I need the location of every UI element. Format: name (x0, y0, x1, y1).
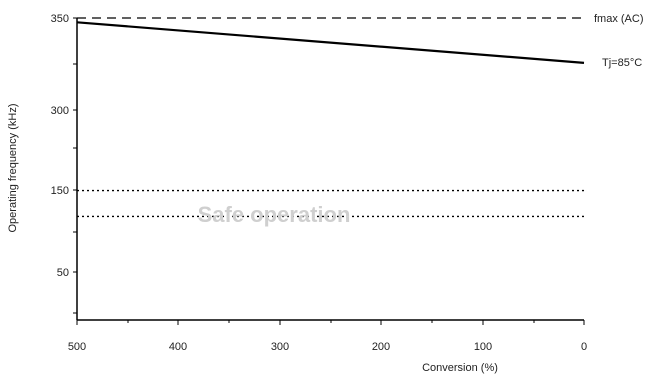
safe-operation-label: Safe operation (198, 202, 351, 227)
x-tick-label: 200 (372, 341, 390, 353)
series-line (76, 21, 585, 64)
series-group: Tj=85°C (76, 21, 642, 69)
series-label: Tj=85°C (602, 57, 642, 69)
x-axis-title: Conversion (%) (422, 362, 498, 374)
y-tick-label: 50 (57, 267, 69, 279)
reference-line-label: fmax (AC) (594, 13, 644, 25)
x-ticks: 500 400 300 200 100 0 (68, 320, 587, 353)
y-tick-label: 300 (51, 105, 69, 117)
x-tick-label: 100 (474, 341, 492, 353)
reference-lines: fmax (AC) (77, 13, 644, 218)
y-tick-label: 350 (51, 13, 69, 25)
y-tick-label: 150 (51, 185, 69, 197)
x-tick-label: 400 (169, 341, 187, 353)
x-tick-label: 300 (271, 341, 289, 353)
y-ticks: 350 300 150 50 (51, 13, 77, 314)
x-tick-label: 0 (581, 341, 587, 353)
y-axis-title: Operating frequency (kHz) (7, 104, 19, 233)
x-tick-label: 500 (68, 341, 86, 353)
